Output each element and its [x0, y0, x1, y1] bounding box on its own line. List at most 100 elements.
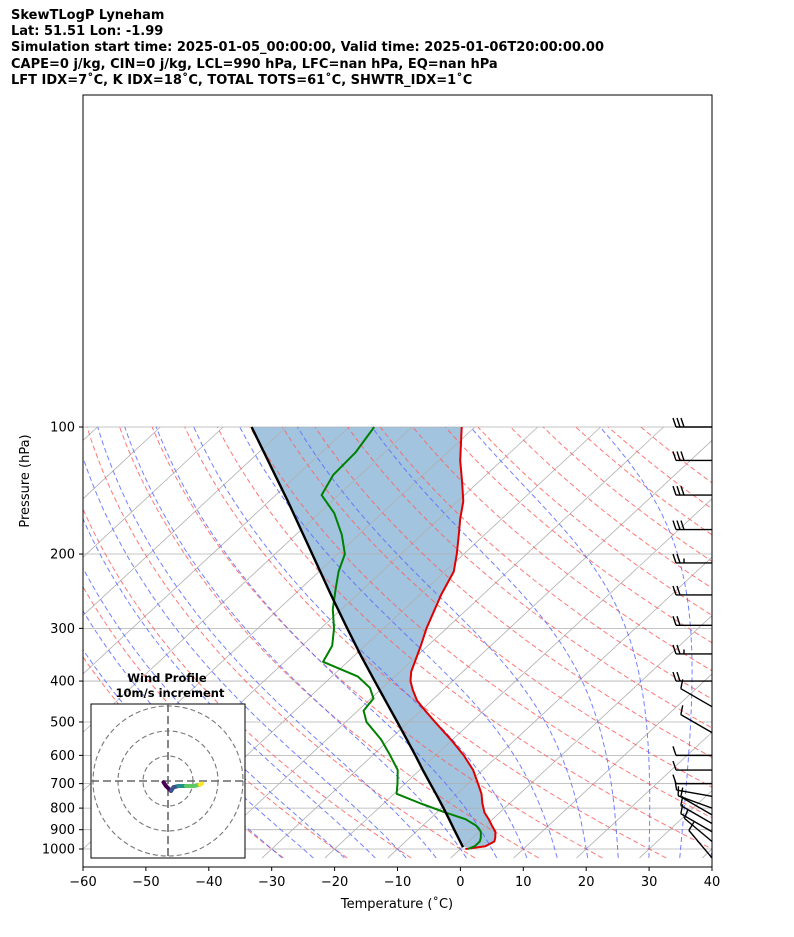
barb-flag: [676, 644, 681, 655]
barb-flag: [676, 553, 681, 564]
barb-flag: [672, 671, 677, 682]
x-tick-label: 20: [578, 875, 595, 890]
barb-flag: [672, 485, 677, 496]
wind-barb: [672, 760, 712, 771]
y-tick-label: 700: [50, 777, 75, 792]
x-tick-label: −40: [195, 875, 222, 890]
chart-header: SkewTLogP Lyneham Lat: 51.51 Lon: -1.99 …: [11, 8, 604, 89]
dry-adiabat-70: [314, 426, 712, 758]
y-tick-label: 400: [50, 675, 75, 690]
simulation-times: Simulation start time: 2025-01-05_00:00:…: [11, 40, 604, 56]
x-tick-label: −10: [384, 875, 411, 890]
inset-title: Wind Profile: [127, 671, 207, 685]
wind-profile-inset: Wind Profile 10m/s increment: [90, 671, 246, 859]
wind-barb: [680, 787, 713, 816]
barb-flag: [680, 417, 685, 428]
barb-flag: [676, 671, 681, 682]
x-axis-ticks: −60 −50 −40 −30 −20 −10 0 10 20 30 40: [69, 867, 720, 890]
dry-adiabat--20: [83, 585, 348, 859]
barb-flag: [680, 679, 684, 689]
cape-fill-layer: [251, 427, 496, 848]
moist-adiabat-40: [710, 845, 712, 859]
barb-flag: [680, 451, 685, 461]
isotherm--40: [198, 426, 664, 859]
wind-barb: [680, 796, 713, 825]
stability-indices-line-1: CAPE=0 j/kg, CIN=0 j/kg, LCL=990 hPa, LF…: [11, 56, 498, 72]
dry-adiabat-100: [412, 426, 712, 672]
isotherm-10: [513, 673, 712, 859]
moist-adiabat-45: [742, 427, 794, 858]
barb-staff: [680, 804, 713, 825]
wind-barb: [672, 616, 712, 626]
barb-flag: [674, 780, 678, 791]
barb-staff: [680, 796, 713, 816]
wind-barb: [672, 485, 712, 496]
barb-flag: [680, 520, 685, 530]
x-tick-label: 30: [641, 875, 658, 890]
wind-barb: [672, 774, 712, 785]
hodograph-segment: [197, 781, 205, 787]
isotherm--30: [261, 439, 712, 859]
moist-adiabat-35: [599, 426, 693, 858]
dry-adiabat-10: [119, 426, 539, 859]
moist-adiabat-0: [124, 426, 467, 859]
wind-barb: [672, 644, 712, 655]
wind-barb: [672, 585, 712, 596]
barb-flag: [683, 809, 689, 819]
isotherm-30: [639, 790, 712, 859]
y-tick-label: 600: [50, 749, 75, 764]
wind-barb: [680, 705, 713, 734]
barb-staff: [683, 817, 713, 843]
wind-barb: [672, 451, 712, 462]
isotherm-20: [576, 731, 712, 859]
barb-staff: [680, 688, 713, 708]
wind-barb: [683, 809, 713, 843]
isotherm-40: [702, 848, 712, 859]
barb-flag: [676, 451, 681, 461]
y-tick-label: 300: [50, 622, 75, 637]
y-tick-label: 800: [50, 802, 75, 817]
x-tick-label: 10: [515, 875, 532, 890]
inset-rings: [91, 704, 245, 858]
dry-adiabat-140: [542, 426, 712, 562]
station-title: SkewTLogP Lyneham: [11, 8, 165, 23]
dry-adiabat-0: [86, 426, 476, 859]
y-tick-label: 200: [50, 548, 75, 563]
barb-flag: [672, 451, 677, 461]
barb-flag: [672, 616, 677, 626]
isotherm--80: [83, 426, 413, 733]
dry-adiabats: [83, 426, 712, 859]
barb-flag: [680, 787, 684, 797]
wind-barb: [680, 679, 713, 708]
wind-barbs: [672, 417, 713, 859]
barb-flag: [680, 796, 684, 806]
barb-flag: [672, 417, 677, 428]
x-tick-label: 40: [704, 875, 721, 890]
dry-adiabat-50: [249, 426, 712, 819]
cape-shading: [251, 427, 496, 848]
moist-adiabat--5: [97, 426, 437, 859]
barb-staff: [680, 714, 713, 734]
wind-barb: [672, 520, 712, 531]
isotherm--90: [83, 426, 350, 675]
x-tick-label: −20: [321, 875, 348, 890]
dry-adiabat-20: [151, 426, 603, 859]
dry-adiabat-90: [379, 426, 712, 700]
barb-flag: [680, 804, 684, 814]
barb-flag: [672, 760, 677, 771]
moist-adiabat-15: [239, 426, 558, 859]
moist-adiabat--10: [83, 455, 407, 859]
dry-adiabat-170: [640, 426, 712, 484]
isotherm-0: [450, 614, 712, 859]
barb-flag: [672, 746, 677, 756]
parcel-line: [250, 426, 465, 848]
inset-subtitle: 10m/s increment: [116, 686, 225, 700]
wind-barb: [680, 804, 713, 833]
isotherm--110: [83, 426, 224, 558]
dry-adiabat-120: [477, 426, 712, 616]
barb-flag: [676, 520, 681, 530]
moist-adiabat-20: [297, 426, 589, 858]
station-coordinates: Lat: 51.51 Lon: -1.99: [11, 24, 164, 40]
isotherm--100: [83, 426, 287, 617]
x-tick-label: 0: [456, 875, 464, 890]
